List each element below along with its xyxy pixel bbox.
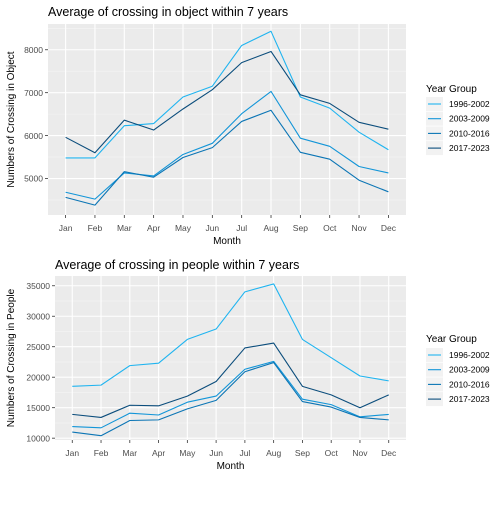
legend-label: 2010-2016: [449, 128, 490, 138]
legend-title: Year Group: [426, 334, 477, 345]
chart-title: Average of crossing in people within 7 y…: [55, 258, 299, 272]
x-tick-label: Nov: [351, 223, 367, 233]
chart-title: Average of crossing in object within 7 y…: [48, 5, 288, 19]
series-line-1996-2002: [65, 30, 389, 159]
series-line-2010-2016: [72, 362, 389, 437]
x-tick-label: May: [179, 448, 196, 458]
y-axis-label: Numbers of Crossing in Object: [6, 51, 17, 187]
chart-panel-1: 5000 6000 7000 8000 Jan Feb Mar Apr May Jun Jul Aug…: [6, 5, 490, 247]
series-line-1996-2002: [72, 283, 389, 387]
legend: Year Group 1996-2002 2003-2009 2010-2016 201…: [426, 84, 490, 156]
chart-panel-2: 10000 15000 20000 25000 30000 35000 Jan Feb Mar A…: [6, 258, 490, 472]
x-tick-label: Jul: [236, 223, 247, 233]
series-line-2017-2023: [65, 50, 389, 154]
x-tick-label: Sep: [293, 223, 308, 233]
y-tick-label: 20000: [26, 372, 50, 382]
y-tick-label: 30000: [26, 311, 50, 321]
x-tick-label: Jul: [239, 448, 250, 458]
x-tick-label: Feb: [88, 223, 103, 233]
x-tick-label: Feb: [94, 448, 109, 458]
x-tick-label: Jun: [209, 448, 223, 458]
y-tick-label: 10000: [26, 433, 50, 443]
series-line-2017-2023: [72, 342, 389, 418]
x-tick-label: Apr: [147, 223, 160, 233]
x-tick-label: Apr: [152, 448, 165, 458]
x-tick-label: Jan: [59, 223, 73, 233]
legend-label: 2017-2023: [449, 394, 490, 404]
y-axis-label: Numbers of Crossing in People: [6, 288, 17, 427]
y-tick-label: 25000: [26, 342, 50, 352]
x-tick-label: Jun: [205, 223, 219, 233]
y-tick-label: 5000: [24, 174, 43, 184]
legend-label: 1996-2002: [449, 99, 490, 109]
plot-background: [48, 24, 406, 215]
x-axis-label: Month: [213, 236, 241, 247]
legend-label: 1996-2002: [449, 350, 490, 360]
x-tick-label: Dec: [381, 448, 397, 458]
x-tick-label: Aug: [263, 223, 278, 233]
x-tick-label: Oct: [323, 223, 337, 233]
x-tick-label: Aug: [266, 448, 281, 458]
legend-title: Year Group: [426, 84, 477, 95]
x-tick-label: May: [175, 223, 192, 233]
legend-label: 2003-2009: [449, 365, 490, 375]
x-tick-label: Jan: [65, 448, 79, 458]
series-line-2010-2016: [65, 109, 389, 206]
x-tick-label: Mar: [122, 448, 137, 458]
y-tick-label: 6000: [24, 131, 43, 141]
y-tick-label: 7000: [24, 88, 43, 98]
x-tick-label: Nov: [352, 448, 368, 458]
y-tick-label: 35000: [26, 281, 50, 291]
y-tick-label: 15000: [26, 403, 50, 413]
x-tick-label: Mar: [117, 223, 132, 233]
legend-label: 2017-2023: [449, 143, 490, 153]
series-line-2003-2009: [72, 360, 389, 429]
legend-label: 2010-2016: [449, 379, 490, 389]
y-tick-label: 8000: [24, 45, 43, 55]
legend-label: 2003-2009: [449, 114, 490, 124]
x-tick-label: Dec: [381, 223, 397, 233]
x-tick-label: Oct: [325, 448, 339, 458]
x-axis-label: Month: [217, 461, 245, 472]
x-tick-label: Sep: [295, 448, 310, 458]
legend: Year Group 1996-2002 2003-2009 2010-2016 201…: [426, 334, 490, 407]
